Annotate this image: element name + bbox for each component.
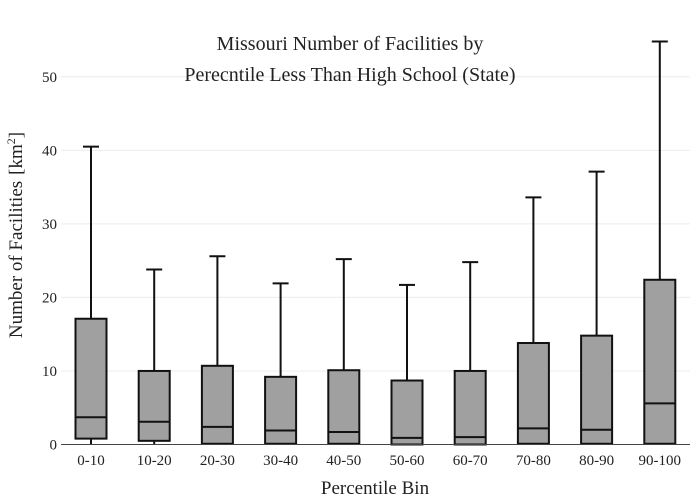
chart-title-line-2: Perecntile Less Than High School (State) [184, 64, 515, 86]
y-axis-label-unit-sup: 2 [4, 138, 18, 144]
box-10-20 [137, 268, 171, 445]
box-20-30 [200, 255, 234, 445]
x-tick-label: 80-90 [579, 453, 614, 469]
x-tick-labels: 0-10 10-20 20-30 30-40 40-50 50-60 60-70 70-80 8… [77, 453, 681, 469]
box-series [74, 40, 677, 446]
box-iqr [264, 375, 298, 445]
box-30-40 [264, 282, 298, 445]
y-axis-label-main: Number of Facilities [6, 181, 27, 338]
x-tick-label: 30-40 [263, 453, 298, 469]
box-70-80 [516, 196, 550, 445]
box-iqr [390, 379, 424, 446]
y-axis-label-unit: [km [6, 144, 27, 175]
y-tick-label: 50 [42, 70, 57, 86]
box-60-70 [453, 261, 487, 446]
x-tick-label: 50-60 [390, 453, 425, 469]
chart-title-line-1: Missouri Number of Facilities by [217, 33, 484, 55]
y-axis-label-unit-close: ] [6, 132, 27, 138]
y-axis-label: Number of Facilities [km2] [4, 132, 27, 338]
box-90-100 [643, 40, 677, 445]
x-axis-label: Percentile Bin [321, 478, 430, 499]
y-tick-label: 20 [42, 290, 57, 306]
x-tick-label: 70-80 [516, 453, 551, 469]
box-iqr [200, 364, 234, 445]
box-iqr [580, 334, 614, 445]
box-40-50 [327, 258, 361, 445]
x-tick-label: 40-50 [326, 453, 361, 469]
y-tick-label: 40 [42, 143, 57, 159]
y-tick-label: 30 [42, 217, 57, 233]
x-tick-label: 60-70 [453, 453, 488, 469]
x-tick-label: 0-10 [77, 453, 105, 469]
x-tick-label: 90-100 [639, 453, 682, 469]
x-tick-label: 10-20 [137, 453, 172, 469]
box-iqr [516, 342, 550, 445]
y-tick-label: 10 [42, 364, 57, 380]
box-80-90 [580, 170, 614, 445]
box-iqr [643, 278, 677, 445]
y-tick-label: 0 [50, 438, 58, 454]
box-iqr [453, 369, 487, 446]
box-iqr [74, 317, 108, 440]
x-tick-label: 20-30 [200, 453, 235, 469]
box-50-60 [390, 283, 424, 446]
box-iqr [137, 369, 171, 442]
y-tick-labels: 0 10 20 30 40 50 [42, 70, 57, 454]
box-0-10 [74, 145, 108, 445]
